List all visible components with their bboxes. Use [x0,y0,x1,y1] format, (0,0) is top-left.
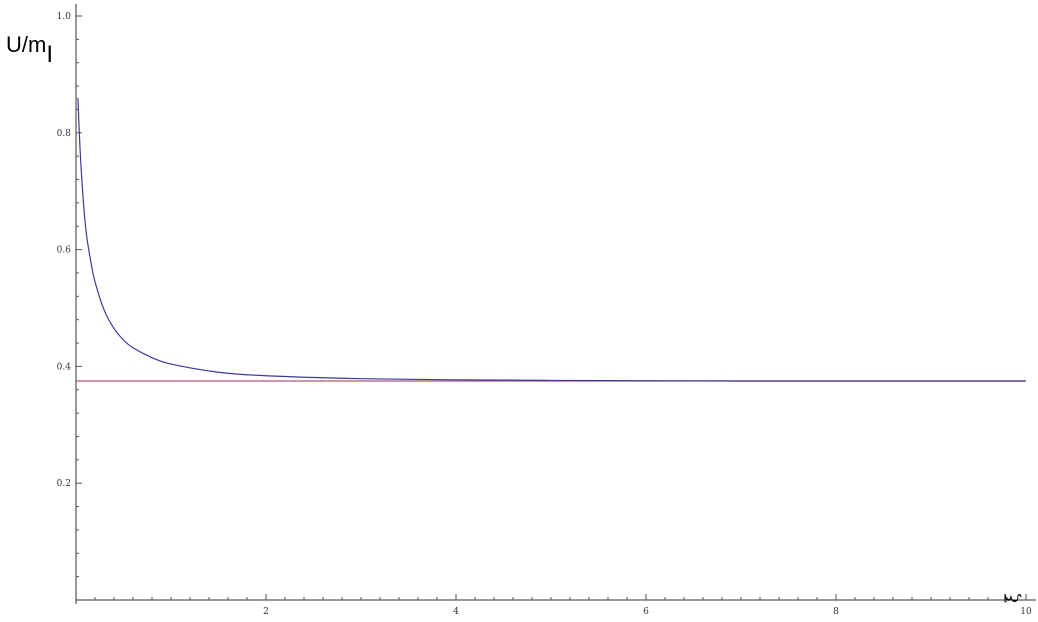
y-tick-label: 1.0 [57,12,72,22]
axes: 2 4 6 8 10 0.2 0.4 0.6 0.8 1.0 [57,4,1036,617]
y-axis-label: U/mI [6,32,53,68]
y-tick-label: 0.2 [57,479,71,489]
decay-curve [77,97,1026,382]
y-tick-label: 0.8 [57,129,72,139]
series-layer [76,97,1026,382]
x-axis-label: ξ [1002,593,1023,603]
y-axis-label-subscript: I [46,41,53,68]
y-tick-label: 0.6 [57,246,72,256]
y-tick-label: 0.4 [57,362,72,372]
x-tick-label: 6 [643,607,649,617]
x-tick-label: 8 [833,607,839,617]
x-tick-label: 4 [453,607,459,617]
x-tick-label: 10 [1020,607,1032,617]
x-tick-label: 2 [263,607,269,617]
y-axis-label-main: U/m [6,32,46,57]
